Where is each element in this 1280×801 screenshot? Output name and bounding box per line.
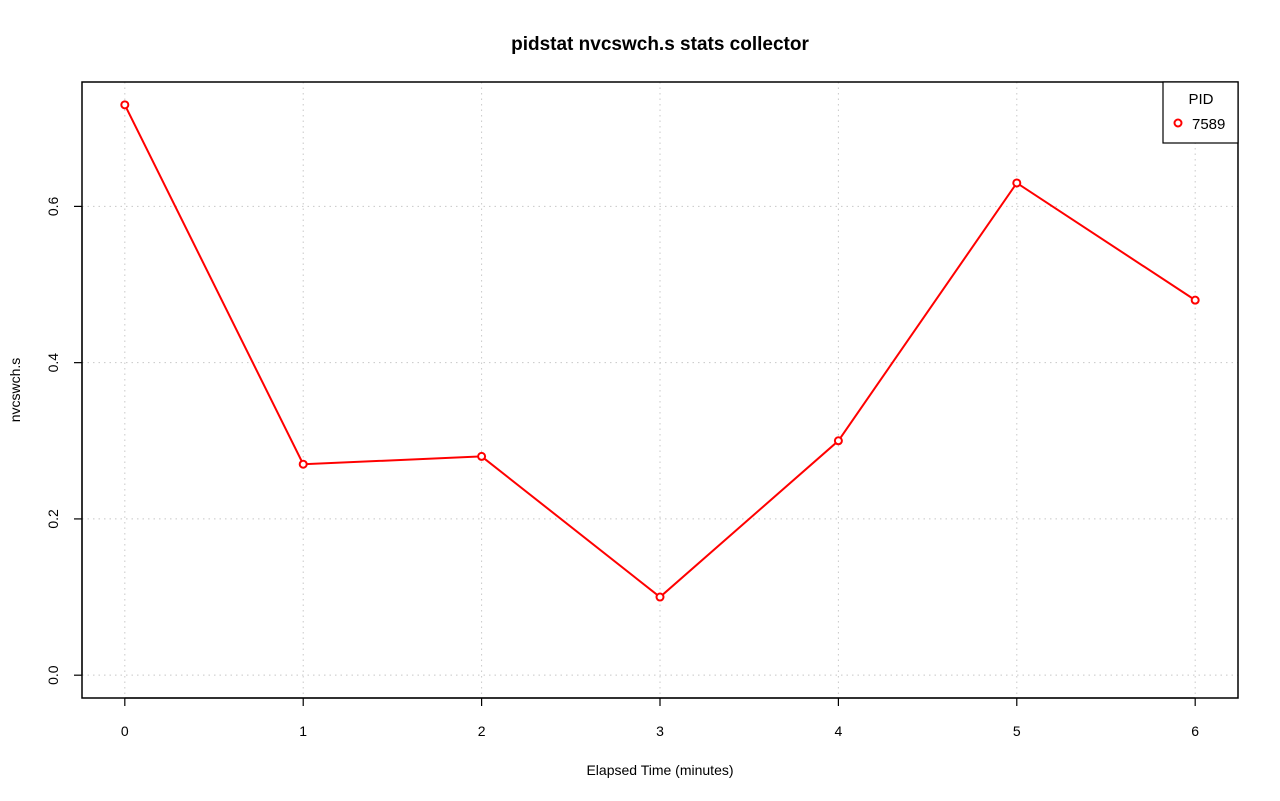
data-point: [298, 459, 308, 469]
data-point: [1190, 295, 1200, 305]
data-point: [833, 436, 843, 446]
data-point: [1012, 178, 1022, 188]
x-tick-label: 0: [121, 723, 129, 739]
x-tick-label: 2: [478, 723, 486, 739]
legend: PID 7589: [1162, 81, 1239, 144]
data-point: [477, 451, 487, 461]
legend-entry-label: 7589: [1192, 116, 1225, 133]
x-axis-label: Elapsed Time (minutes): [586, 762, 733, 778]
data-point: [120, 100, 130, 110]
y-axis: 0.0 0.2 0.4 0.6: [45, 196, 83, 685]
y-tick-label: 0.4: [45, 353, 61, 373]
x-tick-label: 3: [656, 723, 664, 739]
data-point: [655, 592, 665, 602]
x-tick-label: 4: [834, 723, 842, 739]
legend-title: PID: [1188, 91, 1213, 108]
y-tick-label: 0.6: [45, 196, 61, 216]
x-tick-label: 6: [1191, 723, 1199, 739]
grid-lines: [82, 82, 1238, 698]
x-tick-label: 1: [299, 723, 307, 739]
series-layer: [120, 100, 1200, 602]
x-tick-label: 5: [1013, 723, 1021, 739]
chart-title: pidstat nvcswch.s stats collector: [511, 34, 809, 55]
y-tick-label: 0.0: [45, 665, 61, 685]
legend-marker-icon: [1173, 118, 1183, 128]
legend-box: [1162, 81, 1239, 144]
x-axis: 0 1 2 3 4 5 6: [121, 697, 1199, 739]
y-axis-label: nvcswch.s: [7, 358, 23, 423]
y-tick-label: 0.2: [45, 509, 61, 529]
